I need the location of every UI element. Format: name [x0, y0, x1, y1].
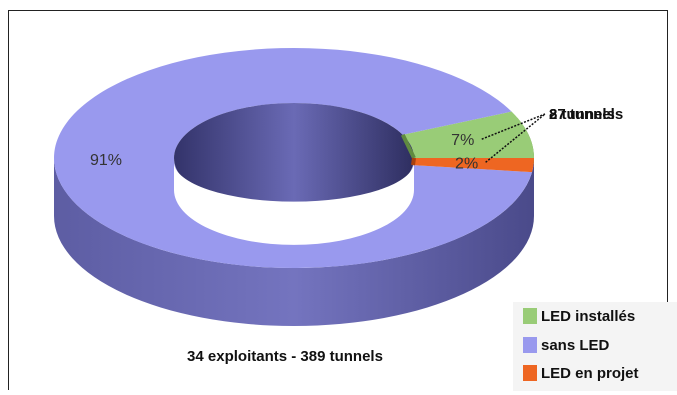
outer-rim-sans-led	[54, 158, 534, 326]
legend-item-sans-led: sans LED	[523, 335, 609, 355]
legend-swatch-led-installes	[523, 308, 537, 324]
legend-swatch-sans-led	[523, 337, 537, 353]
callout-line-led-en-projet	[485, 113, 546, 163]
chart-caption: 34 exploitants - 389 tunnels	[187, 348, 383, 365]
pct-label-sans-led: 91%	[90, 152, 122, 169]
slice-sans-led	[54, 48, 532, 269]
donut-layer	[54, 48, 534, 326]
inner-edge-led-en-projet	[411, 157, 416, 166]
callout-label-led-installes: 27 tunnels	[549, 106, 623, 123]
legend-item-led-installes: LED installés	[523, 306, 635, 326]
slice-led-en-projet	[412, 158, 534, 173]
donut-chart: 7% 27 tunnels 91% 2% 8 tunnels 34 exploitant…	[54, 48, 623, 365]
legend-item-led-en-projet: LED en projet	[523, 363, 639, 383]
callout-label-led-en-projet: 8 tunnels	[549, 106, 615, 123]
label-layer: 7% 27 tunnels 91% 2% 8 tunnels	[90, 106, 623, 172]
legend-label-led-installes: LED installés	[541, 307, 636, 325]
inner-hole-wall	[174, 103, 414, 213]
pct-label-led-installes: 7%	[451, 132, 474, 149]
chart-legend: LED installés sans LED LED en projet	[513, 302, 677, 391]
chart-frame: 7% 27 tunnels 91% 2% 8 tunnels 34 exploitant…	[8, 10, 677, 391]
legend-swatch-led-en-projet	[523, 365, 537, 381]
callout-line-led-installes	[481, 113, 546, 140]
slice-led-installes	[402, 111, 534, 158]
inner-hole-opening	[174, 162, 415, 245]
legend-label-sans-led: sans LED	[541, 336, 610, 354]
legend-label-led-en-projet: LED en projet	[541, 364, 639, 382]
inner-edge-led-installes	[400, 133, 416, 159]
pct-label-led-en-projet: 2%	[455, 155, 478, 172]
